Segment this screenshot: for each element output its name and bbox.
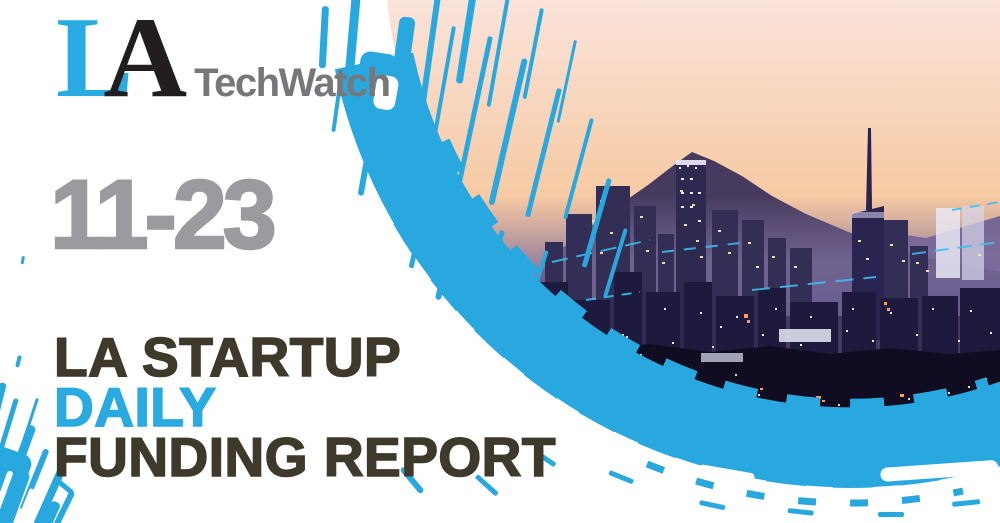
report-date: 11-23 xyxy=(49,160,278,269)
logo: L A TechWatch xyxy=(56,0,391,122)
corner-brush-white-slashes xyxy=(0,470,35,523)
logo-letter-a: A xyxy=(103,0,188,122)
title-line-2: DAILY xyxy=(53,376,217,438)
logo-letter-l: L xyxy=(56,0,134,122)
logo-wordmark: TechWatch xyxy=(194,61,391,105)
title-line-1: LA STARTUP xyxy=(53,326,402,388)
title-line-3: FUNDING REPORT xyxy=(53,426,556,488)
report-title: LA STARTUP DAILY FUNDING REPORT xyxy=(53,326,556,488)
lit-towers xyxy=(936,206,984,280)
